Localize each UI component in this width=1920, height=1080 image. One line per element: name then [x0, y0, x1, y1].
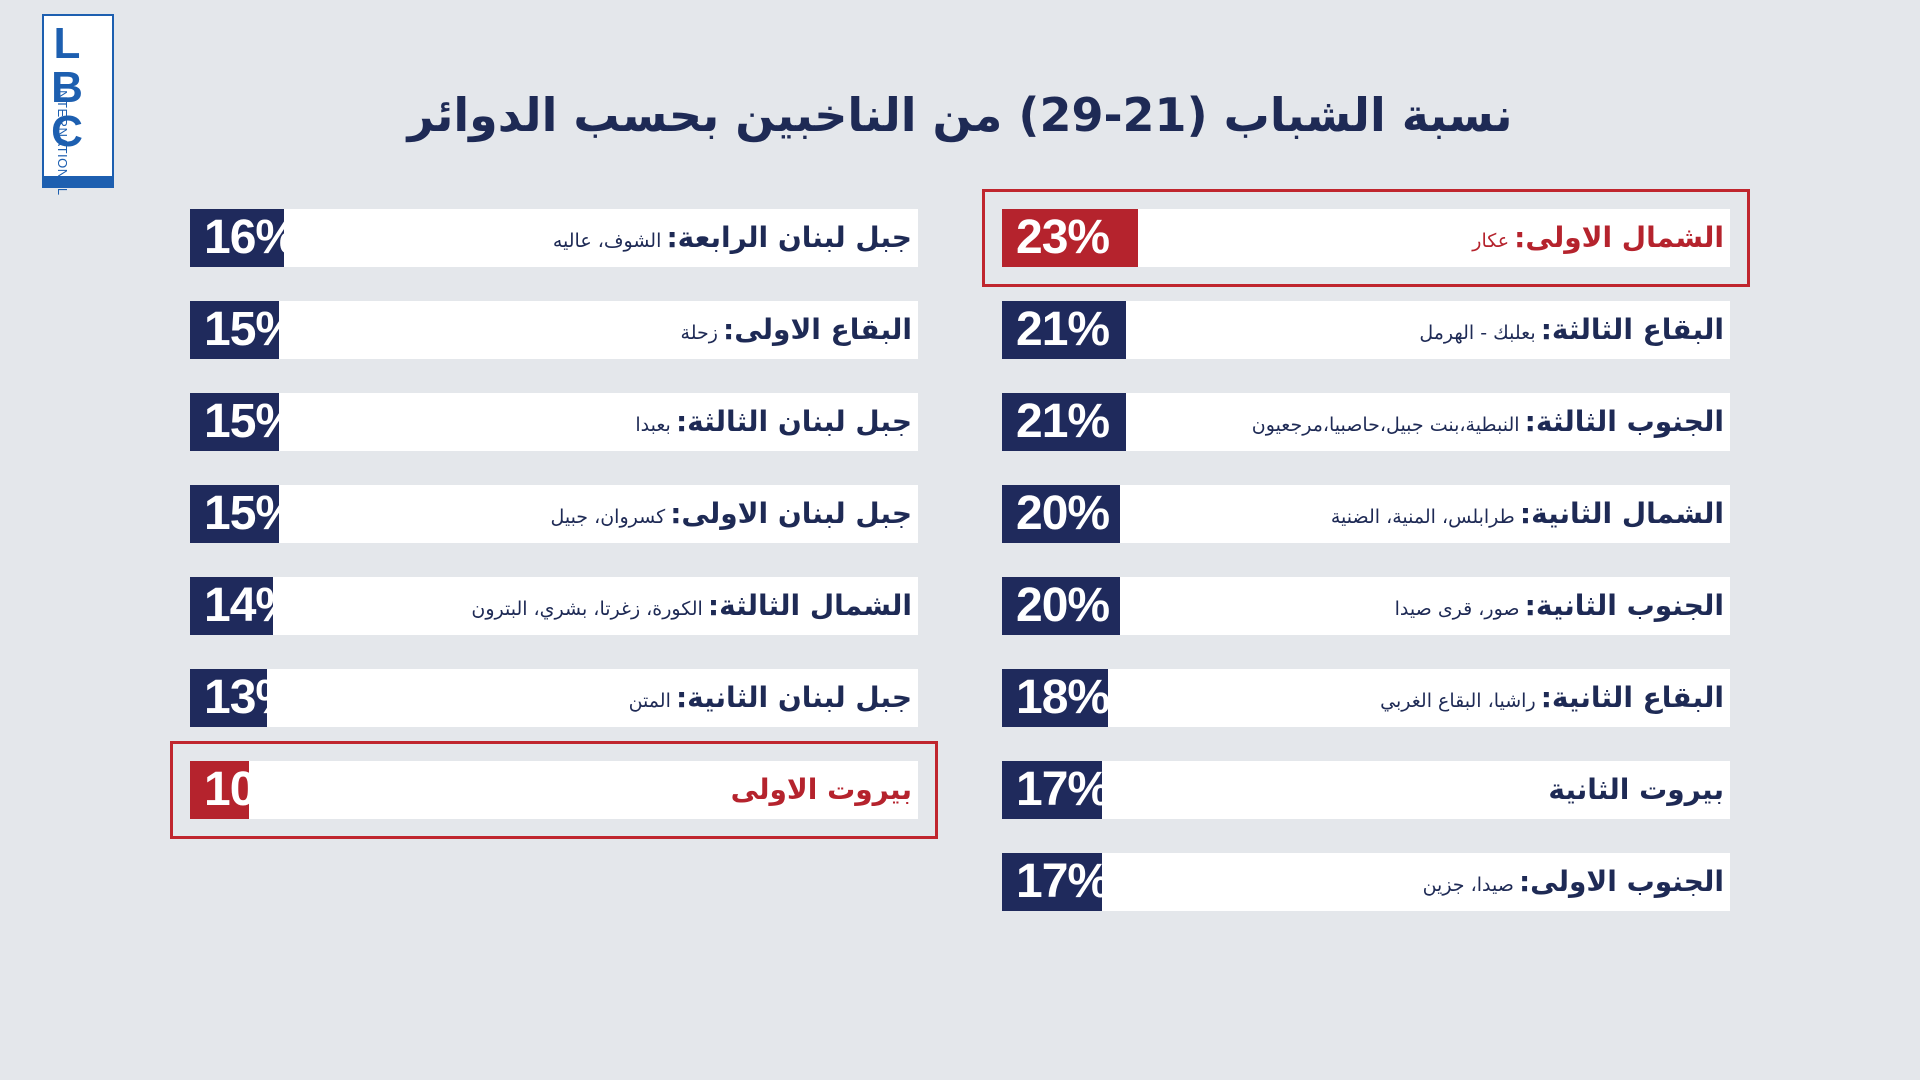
- bar: [190, 301, 279, 359]
- value-label: 20%: [1016, 579, 1110, 632]
- district-name: البقاع الاولى:: [723, 313, 912, 346]
- bar: [190, 209, 284, 267]
- value-label: 13%: [204, 671, 298, 724]
- district-name: الشمال الثالثة:: [707, 589, 912, 622]
- district-sub: المتن: [628, 690, 671, 712]
- bar-row: 20% الجنوب الثانية: صور، قرى صيدا: [1002, 577, 1730, 635]
- bar: [1002, 853, 1102, 911]
- bar: [1002, 393, 1126, 451]
- bar-row: 14% الشمال الثالثة: الكورة، زغرتا، بشري، …: [190, 577, 918, 635]
- district-name: جبل لبنان الثالثة:: [675, 405, 912, 438]
- bar-row: 10% بيروت الاولى: [190, 761, 918, 819]
- bar: [190, 669, 267, 727]
- district-label: البقاع الثالثة: بعلبك - الهرمل: [1419, 301, 1724, 359]
- district-label: بيروت الاولى: [731, 761, 912, 819]
- value-label: 15%: [204, 487, 298, 540]
- value-label: 10%: [204, 763, 298, 816]
- value-label: 23%: [1016, 211, 1110, 264]
- lbc-logo: L B C INTERNATIONAL: [42, 14, 114, 196]
- bar-row: 17% الجنوب الاولى: صيدا، جزين: [1002, 853, 1730, 911]
- district-sub: صيدا، جزين: [1422, 874, 1514, 896]
- district-sub: بعبدا: [635, 414, 671, 436]
- district-label: جبل لبنان الثالثة: بعبدا: [635, 393, 912, 451]
- logo-letter-l: L: [53, 19, 81, 68]
- bar: [1002, 761, 1102, 819]
- district-name: الجنوب الاولى:: [1518, 865, 1724, 898]
- district-name: جبل لبنان الثانية:: [675, 681, 912, 714]
- district-sub: كسروان، جبيل: [550, 506, 666, 528]
- district-label: الشمال الثالثة: الكورة، زغرتا، بشري، الب…: [471, 577, 912, 635]
- district-label: جبل لبنان الثانية: المتن: [629, 669, 912, 727]
- bar-row: 20% الشمال الثانية: طرابلس، المنية، الضني…: [1002, 485, 1730, 543]
- district-sub: بعلبك - الهرمل: [1419, 322, 1536, 344]
- value-label: 20%: [1016, 487, 1110, 540]
- district-label: الشمال الثانية: طرابلس، المنية، الضنية: [1331, 485, 1724, 543]
- value-label: 21%: [1016, 303, 1110, 356]
- district-label: البقاع الاولى: زحلة: [681, 301, 912, 359]
- bar-row: 15% جبل لبنان الاولى: كسروان، جبيل: [190, 485, 918, 543]
- district-label: الشمال الاولى: عكار: [1472, 209, 1724, 267]
- district-name: جبل لبنان الاولى:: [670, 497, 912, 530]
- district-label: البقاع الثانية: راشيا، البقاع الغربي: [1380, 669, 1724, 727]
- value-label: 14%: [204, 579, 298, 632]
- logo-letter-b: B: [51, 63, 83, 112]
- district-name: بيروت الثانية: [1548, 773, 1724, 806]
- value-label: 21%: [1016, 395, 1110, 448]
- value-label: 17%: [1016, 855, 1110, 908]
- bar-row: 17% بيروت الثانية: [1002, 761, 1730, 819]
- district-sub: الشوف، عاليه: [552, 230, 662, 252]
- bar-row: 21% الجنوب الثالثة: النبطية،بنت جبيل،حاصب…: [1002, 393, 1730, 451]
- district-name: بيروت الاولى: [730, 773, 912, 806]
- bar: [1002, 669, 1108, 727]
- bar-row: 15% جبل لبنان الثالثة: بعبدا: [190, 393, 918, 451]
- district-name: البقاع الثالثة:: [1540, 313, 1724, 346]
- bar: [1002, 577, 1120, 635]
- bar-row: 21% البقاع الثالثة: بعلبك - الهرمل: [1002, 301, 1730, 359]
- value-label: 18%: [1016, 671, 1110, 724]
- district-name: الجنوب الثانية:: [1524, 589, 1724, 622]
- bar: [190, 485, 279, 543]
- bar: [190, 761, 249, 819]
- bar-row: 23% الشمال الاولى: عكار: [1002, 209, 1730, 267]
- district-label: جبل لبنان الاولى: كسروان، جبيل: [550, 485, 912, 543]
- district-sub: الكورة، زغرتا، بشري، البترون: [471, 598, 703, 620]
- bar: [190, 577, 273, 635]
- district-name: جبل لبنان الرابعة:: [666, 221, 912, 254]
- bar-row: 16% جبل لبنان الرابعة: الشوف، عاليه: [190, 209, 918, 267]
- district-label: الجنوب الاولى: صيدا، جزين: [1423, 853, 1724, 911]
- bar-row: 13% جبل لبنان الثانية: المتن: [190, 669, 918, 727]
- district-sub: النبطية،بنت جبيل،حاصبيا،مرجعيون: [1251, 414, 1520, 436]
- district-sub: راشيا، البقاع الغربي: [1380, 690, 1536, 712]
- logo-letter-c: C: [51, 107, 83, 156]
- district-label: بيروت الثانية: [1548, 761, 1724, 819]
- district-sub: عكار: [1472, 230, 1510, 252]
- chart-title: نسبة الشباب (21-29) من الناخبين بحسب الد…: [407, 88, 1513, 142]
- district-name: الشمال الاولى:: [1514, 221, 1724, 254]
- district-sub: زحلة: [680, 322, 718, 344]
- district-label: الجنوب الثانية: صور، قرى صيدا: [1395, 577, 1724, 635]
- value-label: 17%: [1016, 763, 1110, 816]
- highlight-frame: [982, 189, 1750, 287]
- bar: [1002, 209, 1138, 267]
- bar-row: 18% البقاع الثانية: راشيا، البقاع الغربي: [1002, 669, 1730, 727]
- bar: [1002, 301, 1126, 359]
- value-label: 15%: [204, 395, 298, 448]
- district-label: جبل لبنان الرابعة: الشوف، عاليه: [553, 209, 912, 267]
- value-label: 15%: [204, 303, 298, 356]
- district-name: الجنوب الثالثة:: [1524, 405, 1724, 438]
- logo-bar: [44, 176, 112, 186]
- bar-row: 15% البقاع الاولى: زحلة: [190, 301, 918, 359]
- highlight-frame: [170, 741, 938, 839]
- bar: [1002, 485, 1120, 543]
- district-name: البقاع الثانية:: [1540, 681, 1724, 714]
- district-sub: طرابلس، المنية، الضنية: [1330, 506, 1515, 528]
- district-label: الجنوب الثالثة: النبطية،بنت جبيل،حاصبيا،…: [1252, 393, 1724, 451]
- district-sub: صور، قرى صيدا: [1394, 598, 1520, 620]
- district-name: الشمال الثانية:: [1519, 497, 1724, 530]
- logo-international: INTERNATIONAL: [55, 86, 70, 196]
- bar: [190, 393, 279, 451]
- value-label: 16%: [204, 211, 298, 264]
